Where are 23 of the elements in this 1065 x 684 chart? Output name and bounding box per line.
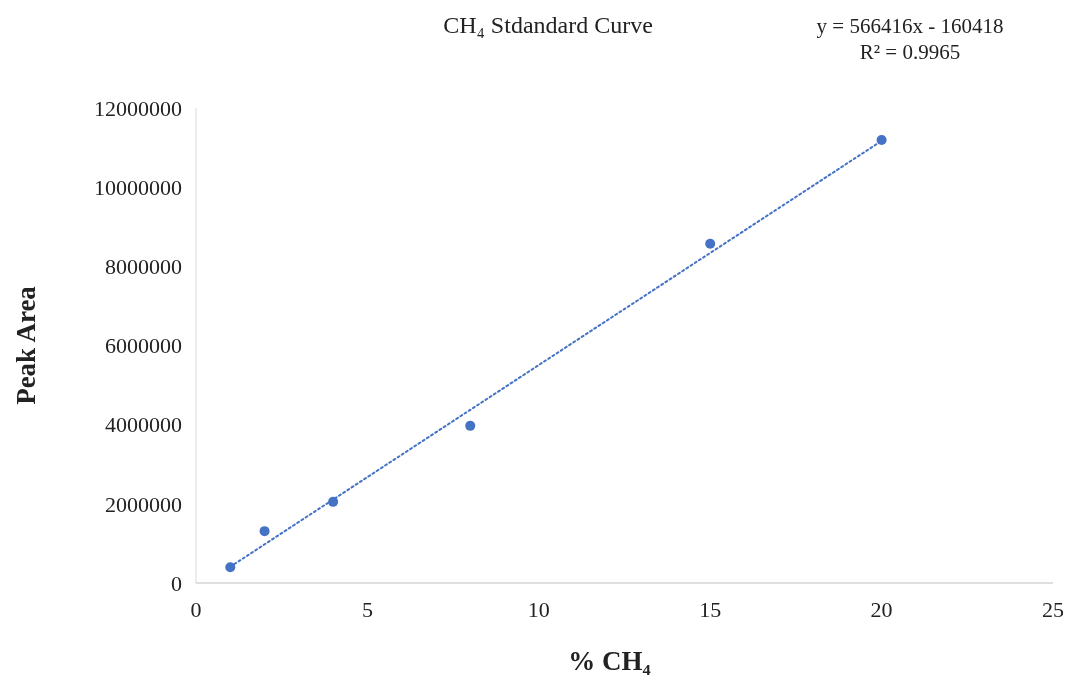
x-tick-label: 10 — [527, 597, 550, 622]
x-tick-label: 15 — [699, 597, 722, 622]
y-tick-label: 6000000 — [105, 333, 182, 359]
y-axis-title: Peak Area — [11, 285, 41, 405]
text: y = 566416x - 160418 — [816, 14, 1004, 38]
point — [705, 238, 716, 249]
x-tick-label: 5 — [361, 597, 373, 622]
x-tick-label: 25 — [1042, 597, 1064, 622]
point — [876, 135, 887, 146]
point — [259, 526, 270, 537]
y-tick-label: 0 — [171, 570, 182, 596]
y-tick-label: 8000000 — [105, 254, 182, 280]
point — [465, 420, 476, 431]
x-axis-title: % CH₄ — [568, 646, 651, 676]
chart-title: CH₄ Stdandard Curve — [443, 12, 653, 38]
y-tick-label: 2000000 — [105, 491, 182, 517]
point — [225, 562, 236, 573]
y-tick-label: 12000000 — [94, 95, 182, 121]
text: R² = 0.9965 — [859, 40, 961, 64]
x-tick-label: 0 — [190, 597, 202, 622]
y-tick-label: 10000000 — [94, 174, 182, 200]
x-tick-label: 20 — [870, 597, 893, 622]
y-tick-label: 4000000 — [105, 412, 182, 438]
